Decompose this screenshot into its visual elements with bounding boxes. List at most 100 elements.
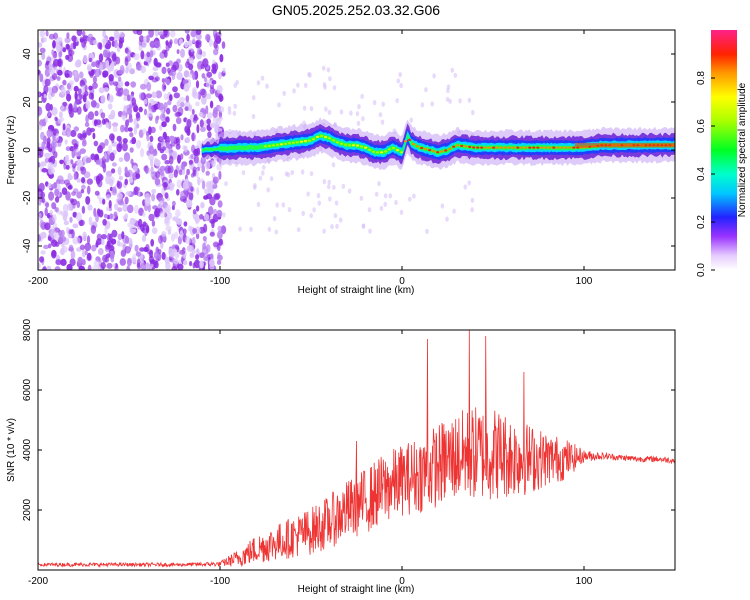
snr-y-label: SNR (10 * v/v) — [6, 418, 17, 482]
noise-blob — [170, 252, 176, 258]
noise-blob — [209, 87, 215, 95]
noise-blob — [65, 226, 69, 234]
noise-blob — [332, 85, 337, 91]
ridge-core — [368, 148, 372, 151]
noise-blob — [109, 152, 115, 162]
noise-blob — [140, 65, 146, 74]
noise-blob — [176, 100, 181, 108]
noise-blob — [316, 193, 321, 199]
noise-blob — [173, 258, 179, 265]
noise-blob — [84, 90, 89, 97]
noise-blob — [425, 228, 429, 234]
noise-blob — [133, 105, 139, 113]
noise-blob — [120, 124, 125, 133]
snr-panel: -200 -100 0 100 2000 4000 6000 8000 Height of … — [6, 318, 676, 595]
spectrogram-y-label: Frequency (Hz) — [6, 116, 17, 185]
noise-blob — [72, 223, 79, 229]
noise-blob — [56, 36, 63, 44]
noise-blob — [430, 101, 435, 107]
noise-blob — [51, 106, 58, 116]
noise-blob — [190, 173, 195, 178]
noise-blob — [127, 117, 133, 123]
noise-blob — [73, 126, 80, 132]
noise-blob — [81, 249, 86, 258]
noise-blob — [177, 263, 184, 270]
noise-blob — [218, 116, 224, 122]
noise-blob — [145, 225, 150, 234]
noise-blob — [69, 146, 75, 152]
noise-blob — [222, 212, 226, 218]
ridge-core — [404, 140, 408, 143]
noise-blob — [104, 43, 111, 50]
noise-blob — [93, 140, 99, 147]
noise-blob — [45, 30, 49, 37]
noise-blob — [111, 162, 117, 167]
noise-blob — [453, 72, 458, 78]
ridge-core — [263, 145, 268, 148]
noise-blob — [39, 219, 45, 229]
noise-blob — [135, 139, 142, 149]
noise-blob — [194, 214, 201, 224]
noise-blob — [176, 49, 180, 54]
noise-blob — [64, 139, 68, 145]
ridge-core — [572, 146, 576, 149]
noise-blob — [203, 76, 208, 83]
noise-blob — [253, 183, 257, 189]
noise-blob — [216, 37, 221, 45]
noise-blob — [122, 138, 128, 144]
noise-blob — [122, 215, 128, 220]
ridge-core — [324, 135, 328, 139]
noise-blob — [188, 191, 194, 201]
noise-blob — [76, 159, 82, 166]
noise-blob — [282, 90, 287, 96]
noise-blob — [322, 228, 326, 234]
ridge-core — [552, 146, 556, 149]
noise-blob — [134, 244, 139, 252]
noise-blob — [168, 135, 175, 142]
noise-blob — [296, 82, 300, 88]
noise-blob — [256, 201, 261, 207]
noise-blob — [60, 247, 65, 256]
noise-blob — [302, 105, 307, 111]
x-tick-label: -100 — [210, 276, 230, 287]
noise-blob — [347, 188, 352, 194]
noise-blob — [126, 265, 131, 270]
noise-blob — [85, 157, 92, 164]
ridge-core — [440, 150, 444, 153]
noise-blob — [212, 208, 218, 216]
ridge-core — [536, 146, 540, 149]
noise-blob — [452, 208, 456, 214]
noise-blob — [76, 106, 82, 115]
noise-blob — [86, 37, 92, 42]
noise-blob — [84, 122, 90, 128]
noise-blob — [269, 176, 274, 182]
noise-blob — [197, 176, 201, 186]
noise-blob — [216, 259, 222, 265]
noise-blob — [139, 247, 145, 252]
noise-blob — [58, 111, 63, 119]
noise-blob — [66, 93, 72, 102]
noise-blob — [383, 201, 388, 207]
noise-blob — [124, 235, 130, 244]
figure-title: GN05.2025.252.03.32.G06 — [272, 2, 440, 18]
noise-blob — [349, 110, 353, 116]
noise-blob — [84, 250, 88, 256]
noise-blob — [138, 106, 143, 113]
noise-blob — [47, 236, 52, 242]
ridge-core — [472, 146, 476, 149]
noise-blob — [357, 104, 361, 110]
noise-blob — [71, 191, 77, 196]
noise-blob — [40, 250, 46, 255]
noise-blob — [361, 116, 365, 122]
noise-blob — [176, 218, 183, 226]
ridge-core — [328, 137, 332, 140]
noise-blob — [195, 254, 200, 260]
noise-blob — [217, 252, 221, 258]
y-tick-label: 20 — [22, 96, 33, 108]
noise-blob — [127, 127, 133, 132]
noise-blob — [209, 231, 215, 237]
noise-blob — [396, 78, 401, 84]
noise-blob — [205, 170, 210, 176]
noise-blob — [124, 246, 131, 254]
noise-blob — [86, 235, 91, 245]
